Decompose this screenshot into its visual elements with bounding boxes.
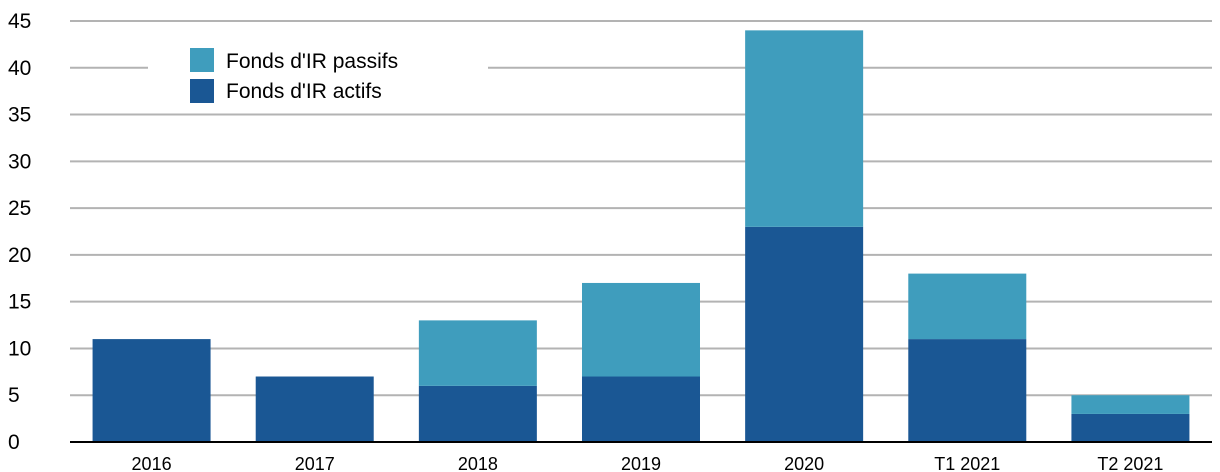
y-tick-label: 15 <box>8 291 31 314</box>
x-tick-label: 2019 <box>621 454 661 472</box>
legend: Fonds d'IR passifs Fonds d'IR actifs <box>148 40 488 104</box>
bars <box>92 30 1190 442</box>
x-tick-label: 2016 <box>132 454 172 472</box>
y-tick-label: 25 <box>8 197 31 220</box>
y-tick-labels: 0 5 10 15 20 25 30 35 40 45 <box>8 10 31 454</box>
bar-passifs <box>418 320 537 386</box>
y-tick-label: 20 <box>8 244 31 267</box>
legend-swatch-actifs <box>190 79 214 103</box>
x-tick-label: 2017 <box>295 454 335 472</box>
y-tick-label: 10 <box>8 337 31 360</box>
legend-label-actifs: Fonds d'IR actifs <box>226 80 382 103</box>
bar-actifs <box>92 339 211 442</box>
bar-passifs <box>582 282 700 377</box>
y-tick-label: 40 <box>8 57 31 80</box>
bar-passifs <box>1071 395 1190 414</box>
legend-swatch-passifs <box>190 48 214 72</box>
gridlines <box>70 20 1212 397</box>
x-tick-labels: 2016 2017 2018 2019 2020 T1 2021 T2 2021 <box>132 454 1164 472</box>
bar-passifs <box>908 273 1027 340</box>
bar-actifs <box>908 339 1027 442</box>
y-tick-label: 35 <box>8 104 31 127</box>
bar-actifs <box>418 385 537 442</box>
y-tick-label: 5 <box>8 384 20 407</box>
x-tick-label: T2 2021 <box>1097 454 1163 472</box>
bar-actifs <box>582 376 700 442</box>
legend-label-passifs: Fonds d'IR passifs <box>226 50 398 73</box>
x-tick-label: 2020 <box>784 454 824 472</box>
y-tick-label: 30 <box>8 150 31 173</box>
x-tick-label: T1 2021 <box>934 454 1000 472</box>
y-tick-label: 0 <box>8 431 20 454</box>
bar-actifs <box>745 226 864 442</box>
bar-actifs <box>255 376 374 442</box>
x-tick-label: 2018 <box>458 454 498 472</box>
bar-passifs <box>745 30 864 227</box>
y-tick-label: 45 <box>8 10 31 33</box>
bar-actifs <box>1071 413 1190 442</box>
